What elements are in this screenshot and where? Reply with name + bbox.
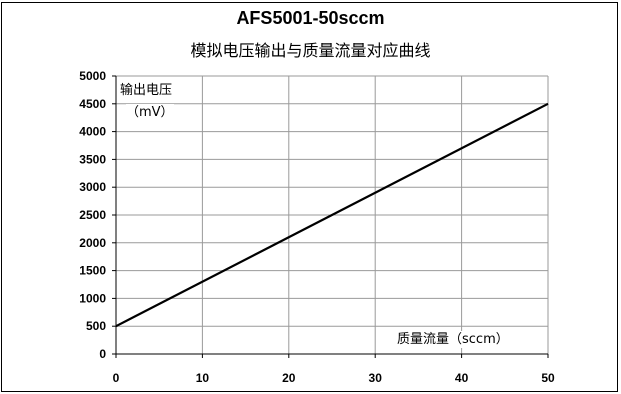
y-tick-label: 1500: [79, 264, 106, 278]
y-tick-label: 1000: [79, 291, 106, 305]
y-axis-unit: （mV）: [126, 104, 174, 121]
x-axis-label: 质量流量（sccm）: [397, 331, 509, 348]
grid-lines: [116, 75, 549, 354]
y-tick-label: 4000: [79, 125, 106, 139]
y-tick-label: 3000: [79, 180, 106, 194]
series-line: [115, 102, 549, 328]
x-tick-labels: 0 10 20 30 40 50: [113, 371, 555, 385]
x-tick-label: 20: [282, 371, 296, 385]
y-tick-label: 5000: [79, 69, 106, 83]
chart-title: AFS5001-50sccm: [236, 8, 385, 28]
y-tick-label: 0: [99, 347, 106, 361]
y-tick-labels: 0 500 1000 1500 2000 2500 3000 3500 4000 4500 5000: [79, 69, 106, 361]
y-tick-label: 500: [86, 319, 106, 333]
axes: [112, 75, 549, 358]
x-tick-label: 30: [369, 371, 383, 385]
x-tick-label: 40: [455, 371, 469, 385]
x-tick-label: 50: [541, 371, 555, 385]
y-tick-label: 4500: [79, 97, 106, 111]
x-tick-label: 10: [196, 371, 210, 385]
y-tick-label: 3500: [79, 152, 106, 166]
y-tick-label: 2000: [79, 236, 106, 250]
y-axis-label: 输出电压: [120, 82, 173, 99]
y-tick-label: 2500: [79, 208, 106, 222]
x-tick-label: 0: [113, 371, 120, 385]
chart-subtitle: 模拟电压输出与质量流量对应曲线: [190, 41, 431, 60]
series-lines: [115, 102, 549, 328]
